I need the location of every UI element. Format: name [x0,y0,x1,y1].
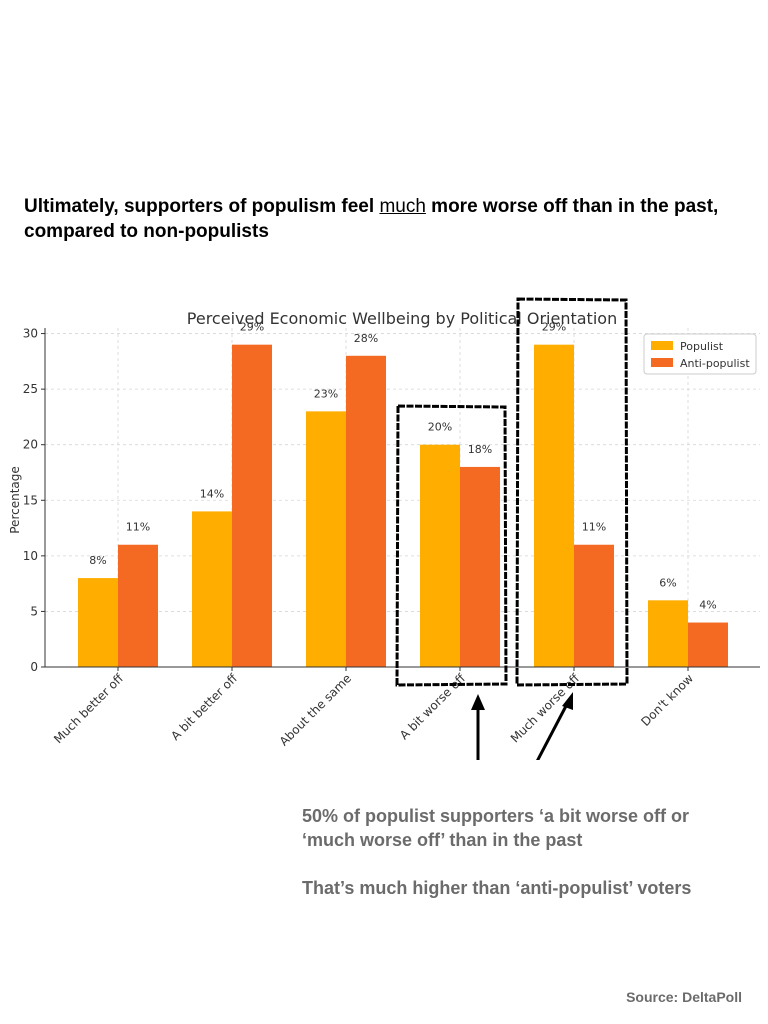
data-label-populist-much-worse-off: 29% [542,321,566,334]
data-label-populist-much-better-off: 8% [89,554,106,567]
data-label-anti-populist-about-the-same: 28% [354,332,378,345]
y-axis-label: Percentage [8,466,22,534]
y-tick-label-20: 20 [23,438,38,452]
highlight-box-much-worse-off [515,297,629,687]
x-tick-label-a-bit-better-off: A bit better off [168,671,240,743]
bar-populist-a-bit-worse-off [420,444,460,667]
bar-populist-don-t-know [648,600,688,667]
annotation-line-2: That’s much higher than ‘anti-populist’ … [302,878,692,898]
chart-title: Perceived Economic Wellbeing by Politica… [187,309,617,328]
legend: Populist Anti-populist [643,333,757,375]
legend-swatch-populist [651,341,673,350]
arrow-head-much-worse-off [562,692,573,710]
data-label-anti-populist-don-t-know: 4% [699,599,716,612]
bar-populist-a-bit-better-off [192,511,232,667]
x-tick-label-about-the-same: About the same [277,671,354,748]
legend-swatch-anti-populist [651,358,673,367]
y-tick-label-5: 5 [30,604,38,618]
data-label-populist-a-bit-worse-off: 20% [428,421,452,434]
headline: Ultimately, supporters of populism feel … [24,194,744,244]
data-labels: 8% 14% 23% 20% 29% 6% 11% 29% 28% 18% 11% 4% [89,321,716,612]
data-label-anti-populist-much-better-off: 11% [126,521,150,534]
x-tick-label-don-t-know: Don't know [638,671,696,729]
bar-anti-populist-a-bit-better-off [232,344,272,667]
bar-populist-much-worse-off [534,344,574,667]
data-label-anti-populist-a-bit-worse-off: 18% [468,443,492,456]
bar-chart: Perceived Economic Wellbeing by Politica… [8,297,760,760]
headline-emphasis: much [379,196,426,217]
legend-label-anti-populist: Anti-populist [680,357,750,370]
bar-anti-populist-a-bit-worse-off [460,466,500,667]
highlight-box-a-bit-worse-off [395,404,508,687]
headline-text-start: Ultimately, supporters of populism feel [24,196,380,217]
bar-anti-populist-about-the-same [346,355,386,667]
bar-anti-populist-much-better-off [118,544,158,667]
y-tick-label-0: 0 [30,660,38,674]
source-credit: Source: DeltaPoll [626,989,742,1005]
annotation-line-1: 50% of populist supporters ‘a bit worse … [302,806,690,850]
highlight-boxes [395,297,629,687]
annotation: 50% of populist supporters ‘a bit worse … [302,804,742,924]
y-tick-label-30: 30 [23,327,38,341]
y-tick-label-25: 25 [23,382,38,396]
bar-anti-populist-much-worse-off [574,544,614,667]
x-tick-label-much-better-off: Much better off [51,671,127,747]
arrow-head-a-bit-worse-off [471,694,485,710]
bar-anti-populist-don-t-know [688,622,728,667]
data-label-populist-don-t-know: 6% [659,576,676,589]
axes [44,328,760,668]
bar-populist-about-the-same [306,411,346,667]
headline-text-end: more worse off than in the past, compare… [24,196,719,242]
legend-label-populist: Populist [680,340,724,353]
arrow-shaft-much-worse-off [536,705,568,760]
bar-populist-much-better-off [78,578,118,667]
y-tick-label-10: 10 [23,549,38,563]
data-label-populist-about-the-same: 23% [314,387,338,400]
data-label-anti-populist-much-worse-off: 11% [582,521,606,534]
data-label-populist-a-bit-better-off: 14% [200,487,224,500]
y-tick-label-15: 15 [23,493,38,507]
data-label-anti-populist-a-bit-better-off: 29% [240,321,264,334]
bars [78,344,728,667]
x-tick-label-a-bit-worse-off: A bit worse off [397,671,469,743]
annotation-arrows [471,692,573,760]
